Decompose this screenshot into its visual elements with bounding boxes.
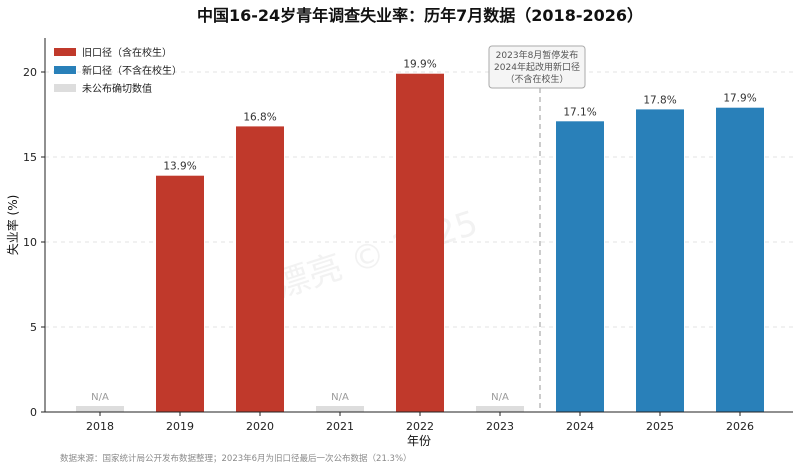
legend-label-new: 新口径（不含在校生） <box>82 64 182 77</box>
x-tick-label-2021: 2021 <box>326 420 354 433</box>
watermark: 漂亮 © 2025 <box>270 203 482 306</box>
bar-value-label-2023: N/A <box>491 392 509 403</box>
y-tick-label: 10 <box>23 236 37 249</box>
x-axis-ticks: 2018 2019 2020 2021 2022 2023 2024 2025 2026 <box>86 412 754 433</box>
annotation-line-2: 2024年起改用新口径 <box>494 61 580 73</box>
source-note: 数据来源：国家统计局公开发布数据整理；2023年6月为旧口径最后一次公布数据（2… <box>60 453 412 464</box>
legend-swatch-unpublished <box>54 84 76 92</box>
bars <box>76 73 764 413</box>
bar-value-label-2018: N/A <box>91 392 109 403</box>
bar-2026 <box>716 107 764 412</box>
y-tick-label: 15 <box>23 151 37 164</box>
bar-value-label-2021: N/A <box>331 392 349 403</box>
annotation-line-1: 2023年8月暂停发布 <box>496 49 579 61</box>
bar-value-label-2026: 17.9% <box>723 93 756 105</box>
legend: 旧口径（含在校生） 新口径（不含在校生） 未公布确切数值 <box>54 46 182 95</box>
chart-title: 中国16-24岁青年调查失业率：历年7月数据（2018-2026） <box>197 6 643 25</box>
bar-2022 <box>396 73 444 412</box>
x-tick-label-2026: 2026 <box>726 420 754 433</box>
y-axis-ticks: 0 5 10 15 20 <box>23 66 45 419</box>
bar-value-label-2022: 19.9% <box>403 59 436 71</box>
legend-swatch-old <box>54 48 76 56</box>
bar-2020 <box>236 126 284 413</box>
bar-2023 <box>476 406 524 412</box>
x-tick-label-2023: 2023 <box>486 420 514 433</box>
x-axis-label: 年份 <box>407 434 431 448</box>
annotation-line-3: （不含在校生） <box>505 73 568 85</box>
legend-swatch-new <box>54 66 76 74</box>
bar-2021 <box>316 406 364 412</box>
annotation-box: 2023年8月暂停发布 2024年起改用新口径 （不含在校生） <box>488 45 586 89</box>
bar-2024 <box>556 121 604 413</box>
y-tick-label: 20 <box>23 66 37 79</box>
y-axis-label: 失业率 (%) <box>5 195 20 256</box>
legend-label-old: 旧口径（含在校生） <box>82 46 172 59</box>
bar-value-labels: N/A 13.9% 16.8% N/A 19.9% N/A 17.1% 17.8% 17.9% <box>91 59 757 403</box>
x-tick-label-2025: 2025 <box>646 420 674 433</box>
bar-value-label-2019: 13.9% <box>163 161 196 173</box>
x-tick-label-2019: 2019 <box>166 420 194 433</box>
annotation-background <box>488 45 586 89</box>
legend-label-unpublished: 未公布确切数值 <box>82 82 152 95</box>
x-tick-label-2020: 2020 <box>246 420 274 433</box>
y-tick-label: 0 <box>30 406 37 419</box>
bar-2025 <box>636 109 684 413</box>
bar-value-label-2025: 17.8% <box>643 94 676 106</box>
bar-2019 <box>156 175 204 412</box>
x-tick-label-2018: 2018 <box>86 420 114 433</box>
bar-value-label-2024: 17.1% <box>563 106 596 118</box>
y-tick-label: 5 <box>30 321 37 334</box>
bar-value-label-2020: 16.8% <box>243 111 276 123</box>
x-tick-label-2024: 2024 <box>566 420 594 433</box>
bar-2018 <box>76 406 124 412</box>
x-tick-label-2022: 2022 <box>406 420 434 433</box>
